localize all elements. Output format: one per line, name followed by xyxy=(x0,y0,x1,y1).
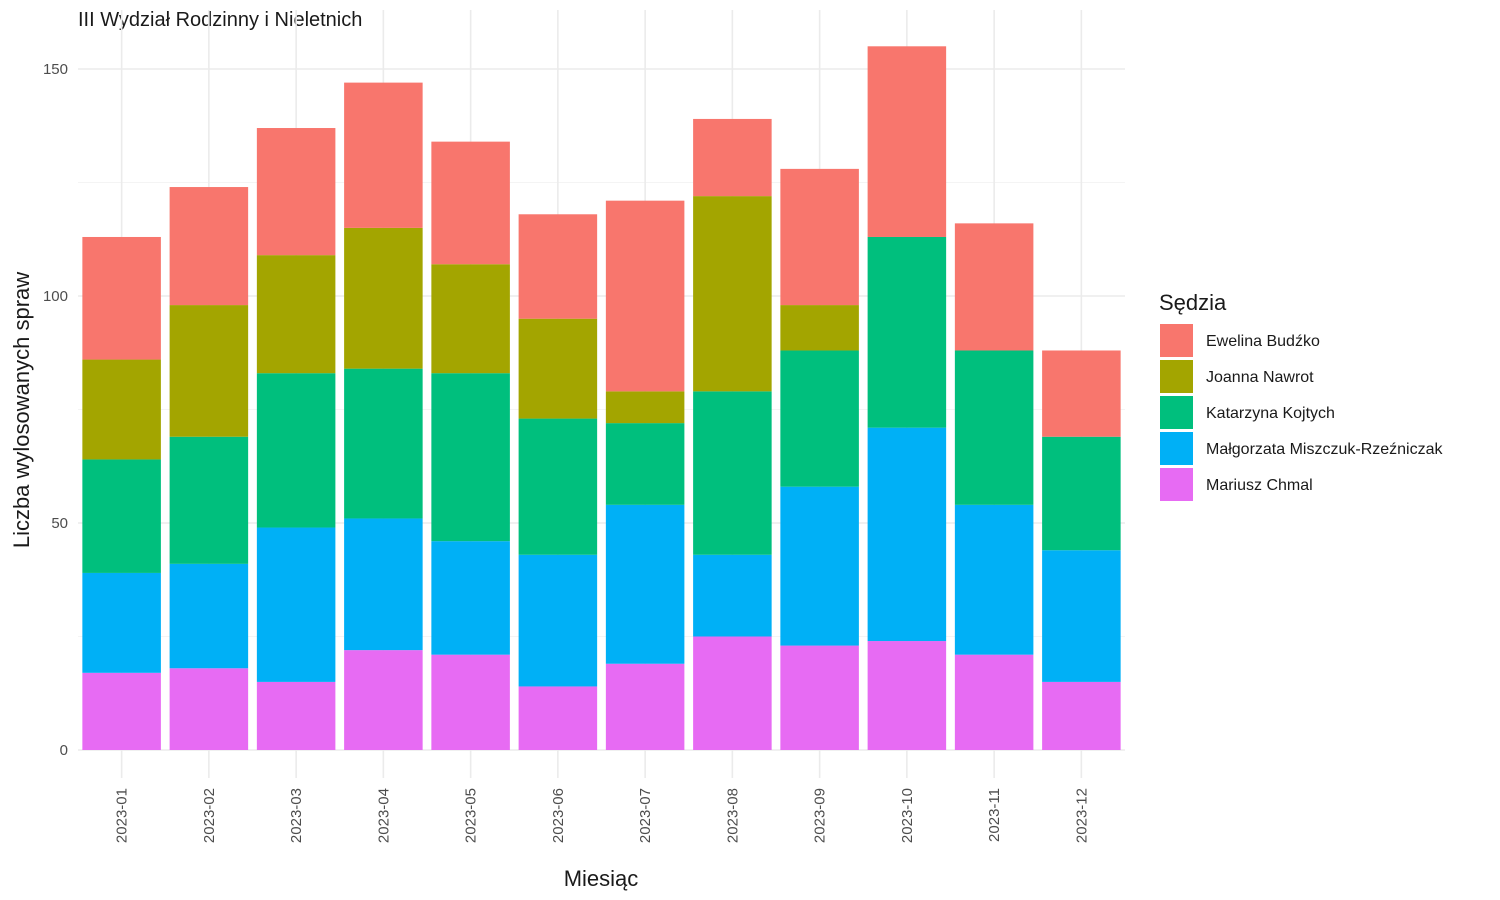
bar-segment xyxy=(518,214,598,319)
bar-segment xyxy=(256,681,336,750)
bar-segment xyxy=(693,118,772,197)
legend-label: Ewelina Budźko xyxy=(1206,333,1320,350)
y-tick-label: 0 xyxy=(60,742,68,759)
bar-segment xyxy=(431,654,510,750)
legend-swatch xyxy=(1160,324,1193,357)
bar-segment xyxy=(693,636,772,750)
bar-segment xyxy=(169,668,249,750)
y-tick-label: 100 xyxy=(43,288,68,305)
bar-segment xyxy=(256,128,336,256)
bar-segment xyxy=(256,373,336,528)
bar-segment xyxy=(518,686,598,750)
bar-segment xyxy=(256,527,336,682)
bar-segment xyxy=(256,255,336,374)
legend: Sędzia Ewelina Budźko Joanna Nawrot Katarz… xyxy=(1159,290,1444,501)
x-axis-title: Miesiąc xyxy=(564,866,639,891)
bar-segment xyxy=(693,554,772,637)
x-tick-label: 2023-12 xyxy=(1073,788,1090,843)
bar-segment xyxy=(605,663,685,750)
bar-segment xyxy=(780,305,859,351)
bar-segment xyxy=(780,350,859,487)
bar-segment xyxy=(1042,681,1121,750)
bar-segment xyxy=(954,654,1034,750)
legend-label: Mariusz Chmal xyxy=(1206,477,1313,494)
bar-segment xyxy=(605,504,685,664)
legend-label: Joanna Nawrot xyxy=(1206,369,1314,386)
bar-segment xyxy=(344,518,423,651)
bar-segment xyxy=(605,200,685,392)
bar-segment xyxy=(344,650,423,750)
bar-segment xyxy=(780,486,859,646)
bar-segment xyxy=(518,418,598,555)
bar-segment xyxy=(1042,550,1121,682)
x-axis-ticks: 2023-01 2023-02 2023-03 2023-04 2023-05 2023-… xyxy=(114,788,1091,843)
bar-segment xyxy=(780,645,859,750)
x-tick-label: 2023-11 xyxy=(986,788,1003,842)
chart-title: III Wydział Rodzinny i Nieletnich xyxy=(78,9,362,31)
x-tick-label: 2023-09 xyxy=(812,788,829,843)
bar-segment xyxy=(954,504,1034,655)
bar-segment xyxy=(867,427,947,642)
bar-segment xyxy=(867,641,947,750)
bar-segment xyxy=(518,554,598,687)
bar-segment xyxy=(82,359,161,460)
legend-title: Sędzia xyxy=(1159,290,1227,315)
bar-segment xyxy=(82,459,161,573)
bar-segment xyxy=(954,350,1034,505)
bar-segment xyxy=(867,46,947,237)
bar-segment xyxy=(82,572,161,673)
x-tick-label: 2023-04 xyxy=(375,788,392,843)
bar-segment xyxy=(169,436,249,564)
legend-swatch xyxy=(1160,360,1193,393)
bar-segment xyxy=(431,264,510,374)
legend-swatch xyxy=(1160,468,1193,501)
legend-label: Małgorzata Miszczuk-Rzeźniczak xyxy=(1206,441,1444,458)
bar-segment xyxy=(1042,350,1121,437)
y-tick-label: 150 xyxy=(43,61,68,78)
bar-segment xyxy=(518,318,598,419)
bar-segment xyxy=(169,187,249,306)
bar-segment xyxy=(169,563,249,669)
bar-segment xyxy=(954,223,1034,351)
bar-segment xyxy=(605,391,685,424)
x-tick-label: 2023-10 xyxy=(899,788,916,843)
legend-swatch xyxy=(1160,396,1193,429)
y-axis-ticks: 0 50 100 150 xyxy=(43,61,68,759)
y-tick-label: 50 xyxy=(51,515,68,532)
bar-segment xyxy=(169,305,249,437)
legend-swatch xyxy=(1160,432,1193,465)
x-tick-label: 2023-05 xyxy=(463,788,480,843)
x-tick-label: 2023-02 xyxy=(201,788,218,843)
bars xyxy=(82,46,1121,750)
bar-segment xyxy=(693,391,772,555)
bar-segment xyxy=(344,82,423,228)
bar-segment xyxy=(344,368,423,519)
bar-segment xyxy=(344,227,423,369)
legend-label: Katarzyna Kojtych xyxy=(1206,405,1335,422)
bar-segment xyxy=(780,168,859,306)
bar-segment xyxy=(431,541,510,655)
bar-segment xyxy=(605,423,685,505)
x-tick-label: 2023-01 xyxy=(114,788,131,843)
bar-segment xyxy=(1042,436,1121,551)
x-tick-label: 2023-08 xyxy=(724,788,741,843)
x-tick-label: 2023-06 xyxy=(550,788,567,843)
x-tick-label: 2023-03 xyxy=(288,788,305,843)
bar-segment xyxy=(82,236,161,360)
y-axis-title: Liczba wylosowanych spraw xyxy=(9,272,34,548)
bar-segment xyxy=(693,196,772,392)
bar-segment xyxy=(431,141,510,265)
bar-segment xyxy=(431,373,510,542)
x-tick-label: 2023-07 xyxy=(637,788,654,843)
bar-segment xyxy=(82,672,161,750)
bar-segment xyxy=(867,236,947,428)
